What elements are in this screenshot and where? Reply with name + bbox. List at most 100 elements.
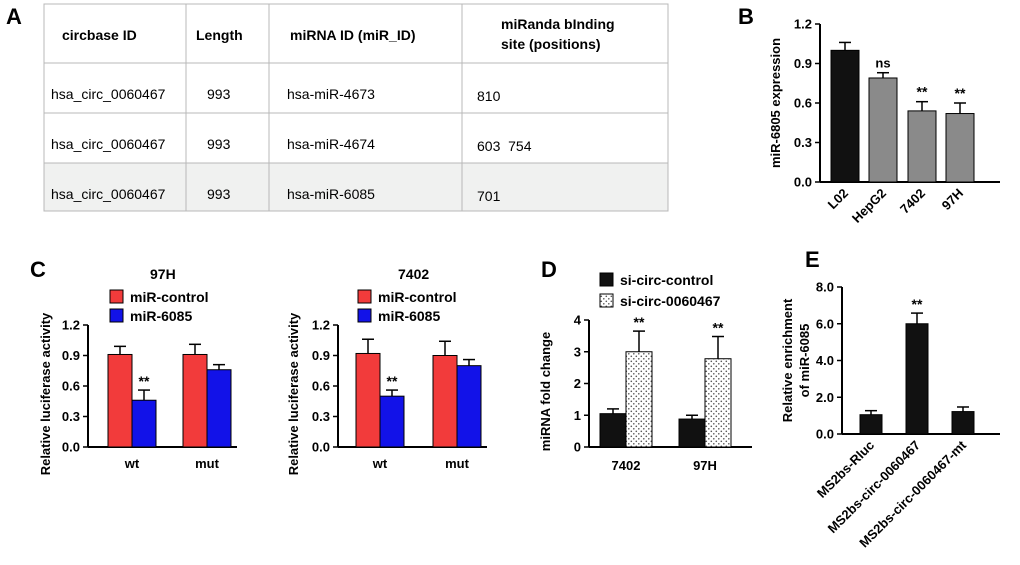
chart-b: 0.0 0.3 0.6 0.9 1.2 L02 ns HepG2 ** 7402 ** 97H miR-… xyxy=(768,17,1000,226)
y-tick-label: 0.0 xyxy=(816,427,834,442)
bar xyxy=(951,411,975,435)
legend-swatch xyxy=(357,308,372,323)
legend-swatch xyxy=(109,308,124,323)
significance-label: ** xyxy=(912,296,923,312)
panel-label-b: B xyxy=(738,4,754,29)
x-tick-label: HepG2 xyxy=(849,186,889,226)
x-tick-label: L02 xyxy=(825,186,851,212)
y-tick-label: 0.3 xyxy=(62,409,80,424)
y-tick-label: 4 xyxy=(574,313,582,328)
legend-label: si-circ-0060467 xyxy=(620,293,721,309)
chart-e: 0.02.04.06.08.0MS2bs-Rluc**MS2bs-circ-00… xyxy=(780,280,1000,550)
significance-label: ** xyxy=(713,320,724,336)
x-tick-label: wt xyxy=(372,456,388,471)
y-tick-label: 2 xyxy=(574,376,581,391)
legend-label: miR-control xyxy=(378,289,457,305)
y-axis-label: miRNA fold change xyxy=(538,332,553,451)
bar xyxy=(131,399,157,448)
y-axis-label: miR-6805 expression xyxy=(768,38,783,168)
y-tick-label: 2.0 xyxy=(816,390,834,405)
y-tick-label: 6.0 xyxy=(816,316,834,331)
table-cell: hsa-miR-4673 xyxy=(287,86,375,102)
bar xyxy=(206,369,232,448)
bar xyxy=(432,355,458,448)
table-cell: 993 xyxy=(207,86,231,102)
y-axis-label: Relative luciferase activity xyxy=(38,312,53,475)
y-tick-label: 0.6 xyxy=(62,379,80,394)
y-tick-label: 1 xyxy=(574,408,581,423)
table-cell: 603 754 xyxy=(477,138,532,154)
bar xyxy=(704,358,732,448)
y-tick-label: 0.6 xyxy=(312,379,330,394)
x-tick-label: 97H xyxy=(693,458,717,473)
bar xyxy=(182,353,208,448)
table-cell: 993 xyxy=(207,186,231,202)
chart-title: 7402 xyxy=(398,266,429,282)
y-tick-label: 8.0 xyxy=(816,280,834,295)
legend-swatch xyxy=(109,289,124,304)
legend-swatch xyxy=(599,293,614,308)
legend-label: miR-control xyxy=(130,289,209,305)
table-header-circbase: circbase ID xyxy=(62,27,137,43)
bar xyxy=(868,77,898,183)
y-tick-label: 0.0 xyxy=(312,440,330,455)
mirna-binding-table: circbase ID Length miRNA ID (miR_ID) miR… xyxy=(43,3,669,212)
table-cell: 701 xyxy=(477,188,501,204)
y-tick-label: 1.2 xyxy=(312,318,330,333)
legend-label: miR-6085 xyxy=(378,308,440,324)
y-tick-label: 0.6 xyxy=(794,96,812,111)
table-cell: 993 xyxy=(207,136,231,152)
y-tick-label: 0 xyxy=(574,440,581,455)
y-tick-label: 0.0 xyxy=(794,175,812,190)
legend-label: miR-6085 xyxy=(130,308,192,324)
legend-label: si-circ-control xyxy=(620,272,713,288)
bar xyxy=(945,113,975,183)
bar xyxy=(859,414,883,435)
x-tick-label: mut xyxy=(445,456,470,471)
significance-label: ** xyxy=(634,314,645,330)
table-cell: hsa-miR-6085 xyxy=(287,186,375,202)
significance-label: ns xyxy=(875,56,890,71)
chart-c-97h: 0.0 0.3 0.6 0.9 1.2 97H miR-control miR-6085 ** w… xyxy=(38,266,237,475)
table-cell: hsa_circ_0060467 xyxy=(51,86,166,102)
x-tick-label: mut xyxy=(195,456,220,471)
significance-label: ** xyxy=(139,373,150,389)
bar xyxy=(379,395,405,448)
table-cell: hsa_circ_0060467 xyxy=(51,136,166,152)
x-tick-label: 97H xyxy=(939,186,966,213)
y-tick-label: 3 xyxy=(574,344,581,359)
bar xyxy=(599,413,627,448)
y-axis-label: Relative enrichment xyxy=(780,298,795,422)
panel-label-d: D xyxy=(541,257,557,282)
y-axis-label: of miR-6085 xyxy=(797,324,812,398)
y-tick-label: 0.9 xyxy=(62,348,80,363)
y-tick-label: 1.2 xyxy=(794,17,812,32)
y-tick-label: 0.3 xyxy=(794,135,812,150)
significance-label: ** xyxy=(955,85,966,101)
chart-d: 0 1 2 3 4 si-circ-control si-circ-0060467 ** 740… xyxy=(538,272,752,473)
chart-c-7402: 0.0 0.3 0.6 0.9 1.2 7402 miR-control miR-6085 **… xyxy=(286,266,487,475)
table-cell: hsa_circ_0060467 xyxy=(51,186,166,202)
legend-swatch xyxy=(357,289,372,304)
panel-label-e: E xyxy=(805,247,820,272)
y-tick-label: 0.3 xyxy=(312,409,330,424)
table-header-mirna: miRNA ID (miR_ID) xyxy=(290,27,416,43)
table-header-length: Length xyxy=(196,27,243,43)
bar xyxy=(907,110,937,183)
y-axis-label: Relative luciferase activity xyxy=(286,312,301,475)
significance-label: ** xyxy=(917,84,928,100)
x-tick-label: 7402 xyxy=(897,186,928,217)
significance-label: ** xyxy=(387,373,398,389)
bar xyxy=(107,353,133,448)
bar xyxy=(355,352,381,448)
table-cell: 810 xyxy=(477,88,501,104)
bar xyxy=(678,418,706,448)
panel-label-c: C xyxy=(30,257,46,282)
panel-label-a: A xyxy=(6,4,22,29)
y-tick-label: 4.0 xyxy=(816,353,834,368)
table-row-highlight xyxy=(44,163,668,211)
y-tick-label: 0.0 xyxy=(62,440,80,455)
chart-title: 97H xyxy=(150,266,176,282)
bar xyxy=(905,323,929,435)
